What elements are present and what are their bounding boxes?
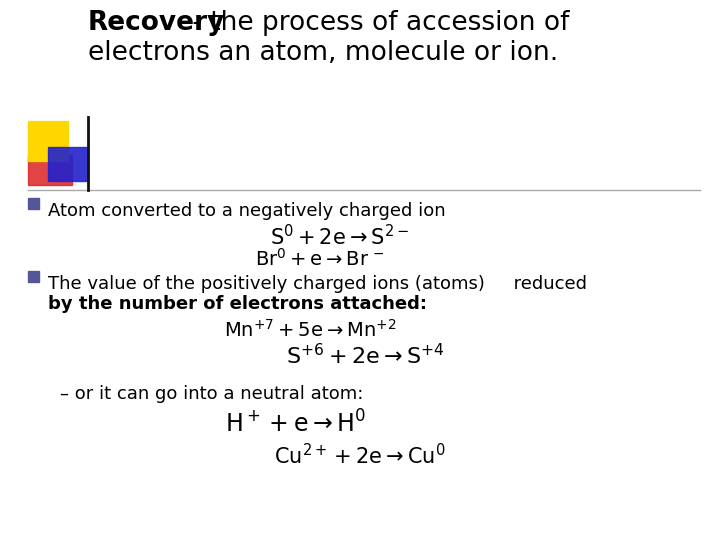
Bar — [28, 121, 68, 161]
Text: The value of the positively charged ions (atoms)     reduced: The value of the positively charged ions… — [48, 275, 587, 293]
Text: by the number of electrons attached:: by the number of electrons attached: — [48, 295, 427, 313]
Text: $\mathsf{Mn^{+7} + 5e \rightarrow Mn^{+2}}$: $\mathsf{Mn^{+7} + 5e \rightarrow Mn^{+2… — [224, 319, 396, 341]
Text: $\mathsf{H^+ + e \rightarrow H^0}$: $\mathsf{H^+ + e \rightarrow H^0}$ — [225, 410, 366, 437]
Text: $\mathsf{S^0 + 2e \rightarrow S^{2-}}$: $\mathsf{S^0 + 2e \rightarrow S^{2-}}$ — [271, 224, 410, 249]
Bar — [28, 155, 72, 185]
Text: – or it can go into a neutral atom:: – or it can go into a neutral atom: — [60, 385, 364, 403]
Text: Atom converted to a negatively charged ion: Atom converted to a negatively charged i… — [48, 202, 446, 220]
Text: $\mathsf{Br^0 + e \rightarrow Br^{\,-}}$: $\mathsf{Br^0 + e \rightarrow Br^{\,-}}$ — [256, 248, 384, 270]
Text: electrons an atom, molecule or ion.: electrons an atom, molecule or ion. — [88, 40, 558, 66]
Bar — [28, 271, 39, 282]
Bar — [48, 147, 88, 181]
Text: - the process of accession of: - the process of accession of — [184, 10, 570, 36]
Text: Recovery: Recovery — [88, 10, 225, 36]
Bar — [28, 198, 39, 209]
Text: $\mathsf{Cu^{2+} + 2e \rightarrow Cu^0}$: $\mathsf{Cu^{2+} + 2e \rightarrow Cu^0}$ — [274, 443, 446, 468]
Text: $\mathsf{S^{+6} + 2e \rightarrow S^{+4}}$: $\mathsf{S^{+6} + 2e \rightarrow S^{+4}}… — [286, 343, 444, 368]
